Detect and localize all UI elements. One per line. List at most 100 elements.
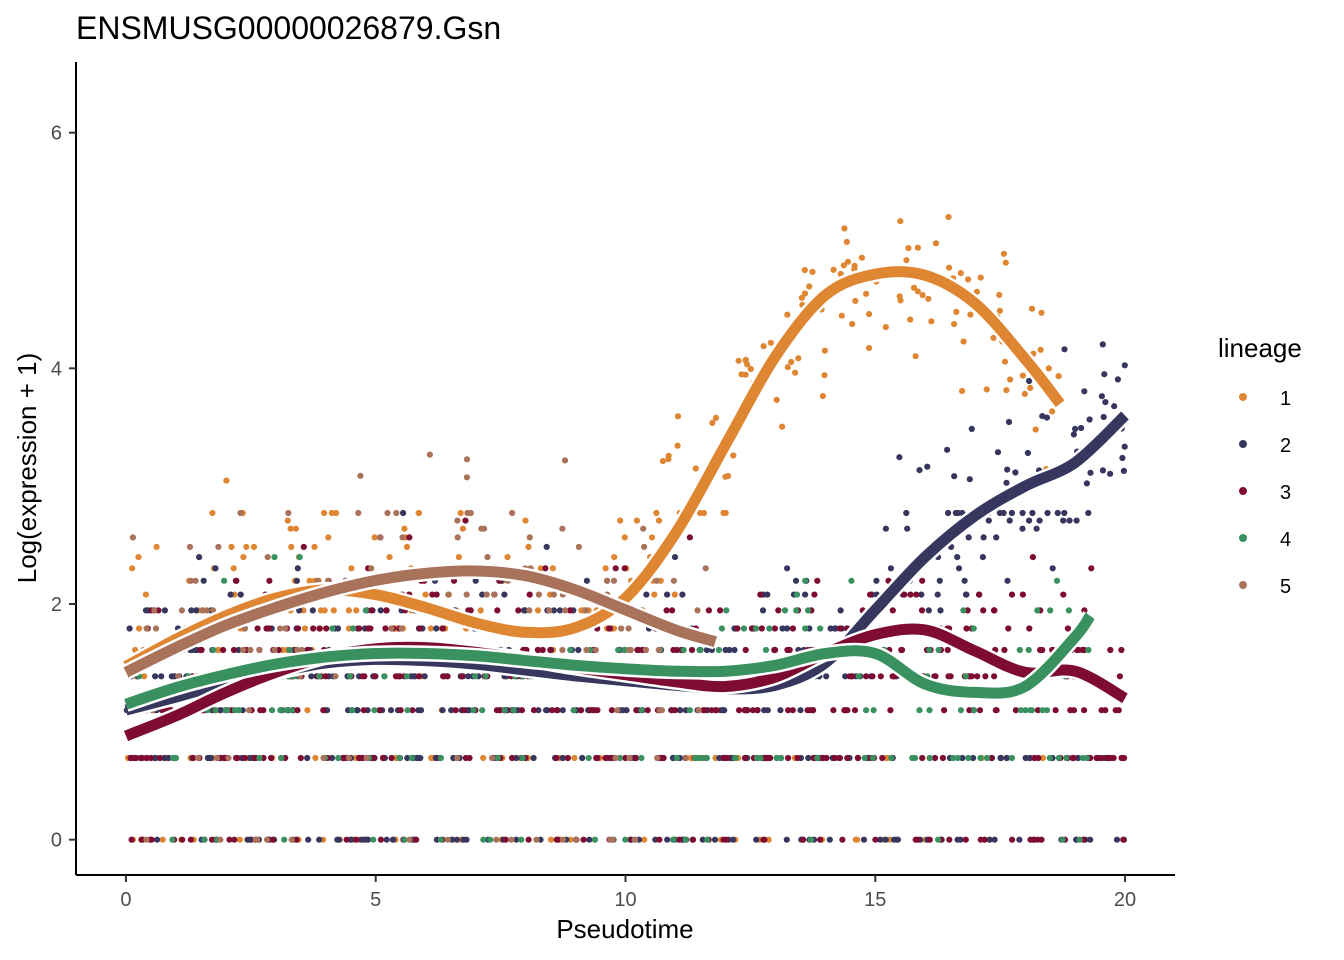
data-point-lineage-3 (962, 836, 969, 843)
data-point-lineage-4 (288, 707, 295, 714)
data-point-lineage-3 (889, 607, 896, 614)
data-point-lineage-5 (559, 525, 566, 532)
data-point-lineage-2 (126, 625, 133, 632)
data-point-lineage-1 (945, 213, 952, 221)
legend-label-lineage-1: 1 (1280, 388, 1291, 410)
data-point-lineage-1 (849, 320, 856, 328)
data-point-lineage-2 (1061, 346, 1068, 353)
data-point-lineage-3 (578, 707, 585, 714)
data-point-lineage-4 (869, 754, 877, 762)
data-point-lineage-1 (990, 334, 997, 341)
data-point-lineage-2 (1120, 467, 1127, 474)
data-point-lineage-1 (312, 754, 319, 762)
data-point-lineage-3 (1034, 836, 1041, 843)
data-point-lineage-4 (591, 836, 599, 843)
data-point-lineage-3 (800, 836, 807, 843)
data-point-lineage-5 (694, 607, 701, 614)
data-point-lineage-1 (674, 413, 682, 420)
data-point-lineage-1 (882, 324, 889, 331)
data-point-lineage-1 (1055, 373, 1062, 380)
data-point-lineage-2 (679, 591, 686, 598)
data-point-lineage-1 (1000, 250, 1008, 257)
data-point-lineage-3 (1112, 707, 1119, 714)
data-point-lineage-4 (494, 754, 501, 762)
data-point-lineage-3 (341, 754, 348, 762)
data-point-lineage-1 (671, 591, 678, 598)
data-point-lineage-4 (401, 836, 408, 843)
data-point-lineage-5 (463, 474, 470, 481)
data-point-lineage-5 (247, 646, 254, 654)
data-point-lineage-1 (240, 554, 247, 561)
data-point-lineage-1 (854, 836, 861, 843)
data-point-lineage-1 (907, 316, 914, 323)
data-point-lineage-3 (1067, 707, 1074, 714)
data-point-lineage-4 (501, 707, 508, 714)
data-point-lineage-1 (633, 517, 641, 524)
data-point-lineage-4 (235, 707, 242, 714)
data-point-lineage-2 (1121, 362, 1128, 369)
data-point-lineage-4 (1065, 607, 1072, 614)
data-point-lineage-3 (268, 754, 275, 762)
data-point-lineage-2 (556, 607, 564, 614)
data-point-lineage-3 (660, 754, 667, 762)
data-point-lineage-2 (244, 836, 251, 843)
data-point-lineage-1 (648, 534, 656, 541)
data-point-lineage-2 (882, 525, 890, 532)
legend-label-lineage-2: 2 (1280, 435, 1291, 457)
data-point-lineage-1 (773, 396, 780, 403)
data-point-lineage-3 (1031, 754, 1038, 762)
x-tick-label: 20 (1114, 889, 1136, 911)
data-point-lineage-4 (362, 607, 369, 614)
data-point-lineage-5 (217, 836, 224, 843)
data-point-lineage-1 (345, 607, 352, 614)
data-point-lineage-5 (454, 517, 461, 524)
data-point-lineage-4 (680, 646, 687, 654)
data-point-lineage-3 (320, 707, 327, 714)
data-point-lineage-1 (1032, 426, 1039, 433)
data-point-lineage-1 (141, 673, 148, 680)
data-point-lineage-1 (965, 276, 972, 283)
data-point-lineage-1 (784, 311, 791, 318)
data-point-lineage-3 (758, 625, 765, 632)
data-point-lineage-5 (178, 607, 185, 614)
data-point-lineage-2 (783, 836, 790, 843)
data-point-lineage-3 (322, 673, 329, 680)
data-point-lineage-2 (671, 554, 679, 561)
data-point-lineage-4 (169, 836, 176, 843)
data-point-lineage-1 (925, 295, 932, 302)
data-point-lineage-3 (294, 625, 302, 632)
data-point-lineage-1 (641, 836, 648, 843)
data-point-lineage-2 (206, 754, 213, 762)
data-point-lineage-2 (235, 646, 242, 654)
legend-key-lineage-3 (1239, 487, 1247, 495)
data-point-lineage-5 (546, 607, 553, 614)
data-point-lineage-2 (305, 836, 312, 843)
data-point-lineage-3 (898, 646, 905, 654)
data-point-lineage-2 (559, 754, 567, 762)
data-point-lineage-3 (931, 754, 939, 762)
data-point-lineage-1 (651, 591, 658, 598)
data-point-lineage-3 (413, 836, 420, 843)
data-point-lineage-3 (981, 836, 988, 843)
data-point-lineage-2 (448, 707, 455, 714)
data-point-lineage-1 (525, 543, 532, 551)
data-point-lineage-2 (934, 591, 941, 598)
data-point-lineage-2 (832, 625, 839, 632)
data-point-lineage-3 (1081, 707, 1088, 714)
data-point-lineage-5 (263, 836, 271, 843)
data-point-lineage-1 (1028, 305, 1036, 312)
legend-title: lineage (1218, 333, 1302, 363)
data-point-lineage-4 (718, 625, 726, 632)
x-axis-title: Pseudotime (556, 914, 693, 944)
data-point-lineage-3 (907, 591, 914, 598)
data-point-lineage-2 (353, 707, 360, 714)
data-point-lineage-4 (848, 577, 855, 584)
data-point-lineage-5 (332, 673, 339, 680)
data-point-lineage-2 (779, 625, 786, 632)
data-point-lineage-1 (852, 297, 859, 304)
data-point-lineage-1 (317, 607, 325, 614)
y-axis-title: Log(expression + 1) (12, 353, 42, 584)
data-point-lineage-5 (508, 836, 515, 843)
data-point-lineage-2 (520, 607, 528, 614)
data-point-lineage-4 (316, 673, 323, 680)
